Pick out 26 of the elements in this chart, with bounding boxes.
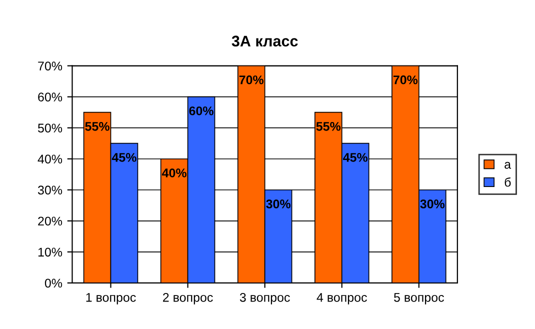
x-tick-label: 3 вопрос [240, 292, 290, 304]
data-label: 60% [189, 106, 214, 116]
y-tick-label: 40% [38, 154, 62, 164]
data-label: 30% [266, 200, 290, 208]
y-tick-label: 70% [38, 62, 62, 70]
data-label: 40% [162, 168, 186, 178]
legend-label: б [504, 177, 511, 187]
data-label: 45% [343, 153, 368, 162]
y-tick-label: 10% [38, 248, 62, 257]
y-tick-label: 60% [38, 92, 62, 102]
y-tick-label: 50% [38, 124, 62, 132]
y-tick-label: 20% [38, 216, 62, 226]
data-label: 70% [239, 75, 264, 84]
data-label: 55% [316, 122, 341, 131]
x-tick-label: 1 вопрос [86, 293, 136, 304]
data-label: 70% [393, 75, 418, 84]
legend-label: а [504, 162, 512, 169]
y-tick-label: 0% [44, 278, 62, 288]
y-tick-label: 30% [38, 186, 62, 195]
x-tick-label: 2 вопрос [163, 292, 213, 304]
x-tick-label: 4 вопрос [316, 293, 367, 304]
chart-title: 3А класс [232, 36, 298, 47]
data-label: 30% [420, 200, 445, 208]
data-label: 45% [112, 153, 136, 162]
data-label: 55% [85, 122, 110, 131]
x-tick-label: 5 вопрос [394, 293, 444, 304]
